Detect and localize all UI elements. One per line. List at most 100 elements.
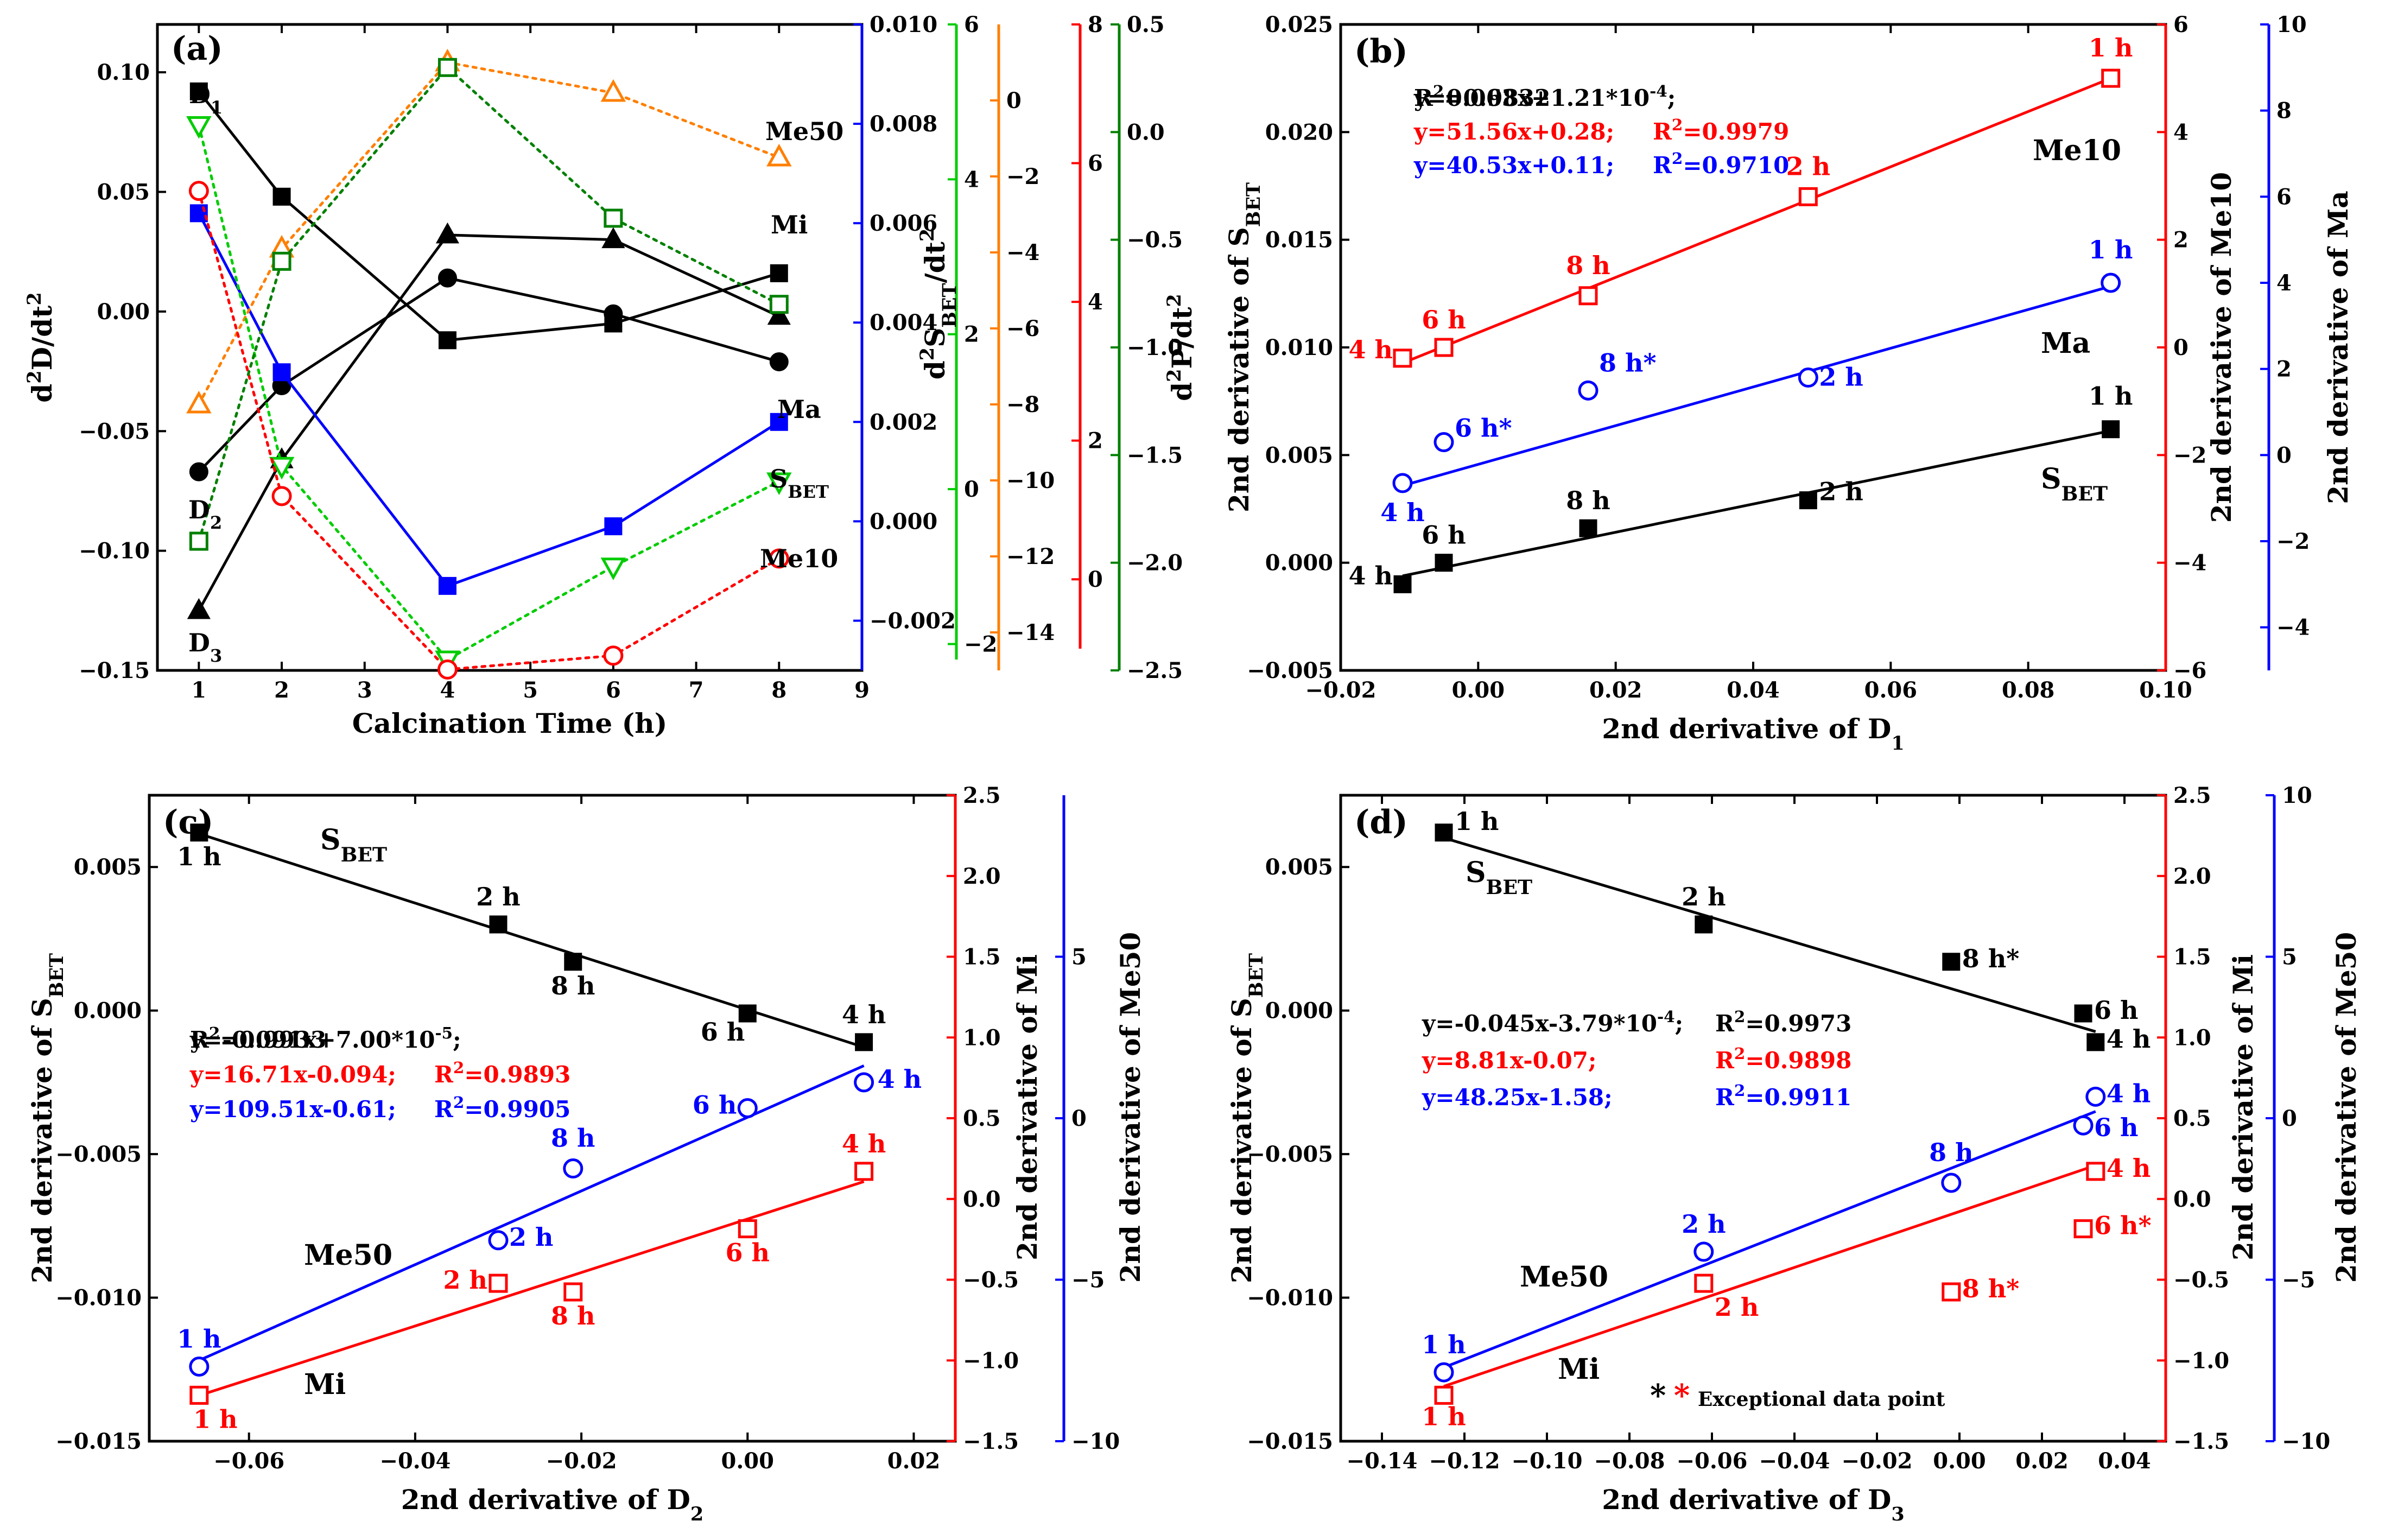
panel-c-raxis-1-tick-label: 5 <box>1071 945 1087 970</box>
panel-a-axis-S-tick-label: 0.000 <box>870 509 937 534</box>
panel-a-axis-D-tick-label: −0.10 <box>79 538 150 564</box>
panel-c-point-label-Mi: 4 h <box>842 1129 886 1158</box>
panel-c-x-tick-label: 0.02 <box>887 1448 940 1474</box>
panel-a-point-P <box>272 251 291 271</box>
panel-b-series-name: SBET <box>2041 462 2108 505</box>
panel-a-x-tick-label: 8 <box>771 677 786 703</box>
panel-a-axis-P-tick-label: −2.5 <box>1127 658 1183 683</box>
panel-b-point-SBET <box>2102 420 2120 439</box>
panel-a-axis-P-tick-label: −0.5 <box>1127 227 1183 253</box>
panel-b-y-tick-label: −0.005 <box>1247 658 1333 683</box>
panel-a-series-label: Me50 <box>765 117 843 146</box>
panel-b-point-label-SBET: 1 h <box>2089 382 2133 411</box>
panel-b-point-SBET <box>1435 554 1453 572</box>
panel-b-equation-r2-2: R2=0.9710 <box>1653 149 1789 179</box>
panel-a-x-tick-label: 5 <box>523 677 538 703</box>
panel-a-point-Me10 <box>769 548 789 569</box>
panel-c-point-SBET <box>489 915 508 934</box>
panel-b-fit-SBET <box>1402 429 2111 578</box>
panel-d-raxis-1-tick-label: 0 <box>2282 1106 2297 1131</box>
panel-d-fit-Me50 <box>1443 1110 2096 1369</box>
panel-c-point-Me50 <box>737 1098 758 1118</box>
panel-c-x-tick-label: 0.00 <box>721 1448 774 1474</box>
panel-b-y-tick-label: 0.015 <box>1265 227 1333 253</box>
panel-d-point-Mi <box>2073 1219 2093 1239</box>
panel-d-equation-2: y=48.25x-1.58; <box>1422 1084 1613 1111</box>
panel-a-point-Mi <box>269 457 295 480</box>
panel-d-x-tick-label: −0.02 <box>1842 1448 1913 1474</box>
panel-d-point-SBET <box>2086 1033 2105 1051</box>
panel-b-y-tick-label: 0.025 <box>1265 12 1333 37</box>
panel-b-point-label-Me10: 2 h <box>1786 151 1830 181</box>
panel-b-series-name: Me10 <box>2033 134 2121 167</box>
panel-b-point-label-Ma: 8 h* <box>1599 348 1657 377</box>
panel-c-raxis-1-tick-label: −5 <box>1071 1268 1105 1293</box>
panel-c-series-name: SBET <box>320 823 387 866</box>
panel-a-axis-P-tick-label: −1.0 <box>1127 335 1183 360</box>
panel-d-series-SBET: 1 h 2 h 8 h* 6 h4 h <box>1435 807 2151 1054</box>
panel-c-point-Me50 <box>854 1072 874 1093</box>
panel-a-point-D3 <box>187 598 211 619</box>
panel-d-raxis-0-tick-label: 2.0 <box>2173 864 2211 889</box>
panel-d-title: (d) <box>1354 803 1408 841</box>
panel-b-point-Ma <box>2101 272 2121 293</box>
panel-a-point-Mi <box>600 557 626 580</box>
panel-a-point-SBET <box>604 517 623 536</box>
panel-d-point-label-Me50: 2 h <box>1682 1209 1726 1239</box>
panel-a-point-D1 <box>189 82 208 100</box>
panel-c-series-SBET: 1 h 2 h 8 h 6 h 4 h <box>177 823 886 1051</box>
panel-a-axis-Me50-tick-label: 0 <box>1006 88 1022 113</box>
panel-d-point-Me50 <box>1693 1241 1714 1262</box>
panel-c-point-label-SBET: 4 h <box>842 1000 886 1029</box>
panel-a-axis-Me50-tick-label: −6 <box>1006 316 1039 341</box>
panel-b-raxis-0-tick-label: 2 <box>2173 227 2189 253</box>
panel-c-y-tick-label: −0.005 <box>55 1142 142 1167</box>
panel-a-axis-Me10-tick-label: 4 <box>1088 289 1103 315</box>
panel-a-axis-P-tick-label: 0.5 <box>1127 12 1165 37</box>
panel-a-line-D1 <box>197 90 781 342</box>
panel-a-point-D3 <box>601 227 625 249</box>
panel-a-axis-P-tick-label: 0.0 <box>1127 119 1165 145</box>
panel-c-point-label-Mi: 1 h <box>193 1404 237 1434</box>
panel-c-series-name: Mi <box>304 1368 346 1401</box>
panel-a-line-Mi <box>197 123 781 662</box>
panel-a-x-tick-label: 1 <box>191 677 206 703</box>
panel-a-axis-D-tick-label: −0.05 <box>79 419 150 444</box>
panel-b-raxis-0-tick-label: −4 <box>2173 550 2206 576</box>
panel-c-series-Mi: 1 h 2 h 8 h 6 h 4 h <box>189 1129 886 1434</box>
panel-d-point-label-Mi: 1 h <box>1422 1402 1466 1431</box>
panel-a-point-D2 <box>437 268 457 288</box>
panel-a-x-tick-label: 2 <box>274 677 289 703</box>
panel-b-raxis-0-tick-label: 6 <box>2173 12 2189 37</box>
panel-b-point-SBET <box>1393 575 1412 593</box>
panel-d-point-label-Me50: 4 h <box>2107 1079 2151 1108</box>
panel-c-series-Me50: 1 h 2 h 8 h 6 h 4 h <box>177 1064 922 1377</box>
panel-d-point-label-Mi: 2 h <box>1715 1292 1759 1322</box>
panel-b-point-SBET <box>1579 519 1597 537</box>
panel-a-point-D2 <box>604 304 623 324</box>
panel-b: −0.02 0.00 0.02 0.04 0.06 0.08 0.10 −0.005 0.000… <box>1223 12 2354 755</box>
panel-c-raxis-0-tick-label: −1.0 <box>963 1348 1019 1373</box>
panel-a-series-label: Mi <box>771 210 808 239</box>
panel-c-fit-Mi <box>199 1180 865 1397</box>
panel-a-point-D2 <box>769 352 789 371</box>
panel-a-y2-label: d2SBET/dt2 <box>916 229 961 379</box>
panel-d-raxis-label-1: 2nd derivative of Me50 <box>2330 932 2362 1283</box>
panel-a-line-D3 <box>197 233 781 612</box>
panel-c-point-Mi <box>489 1273 508 1293</box>
panel-d-x-tick-label: 0.00 <box>1933 1448 1986 1474</box>
panel-d-point-label-SBET: 8 h* <box>1962 944 2020 973</box>
panel-c-point-Mi <box>563 1282 583 1302</box>
panel-d-fit-Mi <box>1443 1164 2096 1388</box>
panel-a-axis-Mi-tick-label: 6 <box>964 12 979 37</box>
panel-a-point-Me50 <box>186 390 212 414</box>
panel-a-series-label: Me10 <box>760 544 838 573</box>
panel-b-y-tick-label: 0.005 <box>1265 442 1333 468</box>
panel-d-point-label-Mi: 4 h <box>2107 1154 2151 1183</box>
panel-d-raxis-1-tick-label: 10 <box>2282 783 2312 808</box>
panel-d-point-label-SBET: 4 h <box>2107 1024 2151 1054</box>
panel-d-point-label-Mi: 6 h* <box>2094 1211 2152 1240</box>
panel-b-series-Me10: 4 h 6 h 8 h 2 h 1 h <box>1349 33 2133 368</box>
panel-b-point-label-SBET: 6 h <box>1422 521 1466 550</box>
